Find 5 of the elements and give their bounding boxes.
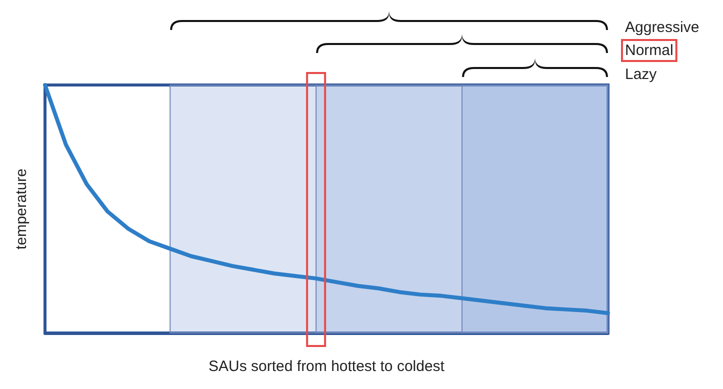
- y-axis-title: temperature: [13, 168, 30, 250]
- x-axis-title: SAUs sorted from hottest to coldest: [208, 358, 446, 375]
- text: Aggressive: [625, 19, 700, 36]
- text: Lazy: [625, 66, 657, 83]
- text: Normal: [625, 42, 674, 59]
